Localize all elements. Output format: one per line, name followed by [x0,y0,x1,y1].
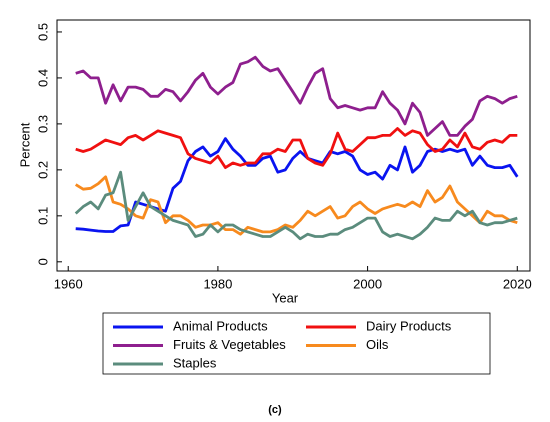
y-tick-label: 0.3 [35,115,50,133]
legend-box [102,312,491,375]
series-line [75,127,518,169]
legend-label: Animal Products [173,318,268,333]
legend-label: Dairy Products [366,318,452,333]
series-line [74,170,518,241]
x-tick-label: 2000 [353,276,382,291]
caption: (c) [268,404,282,416]
y-axis-label: Percent [17,122,32,167]
x-axis-label: Year [272,290,299,305]
x-tick-label: 2020 [503,276,532,291]
y-tick-label: 0.2 [35,161,50,179]
series-line [75,55,518,137]
y-tick-label: 0.4 [35,69,50,87]
x-tick-label: 1960 [54,276,83,291]
legend-label: Oils [366,337,389,352]
legend-label: Fruits & Vegetables [173,337,286,352]
series-line [74,175,518,236]
x-tick-label: 1980 [203,276,232,291]
y-tick-label: 0.1 [35,207,50,225]
legend-label: Staples [173,355,217,370]
y-tick-label: 0 [35,258,50,265]
y-tick-label: 0.5 [35,23,50,41]
plot-frame [56,19,531,272]
